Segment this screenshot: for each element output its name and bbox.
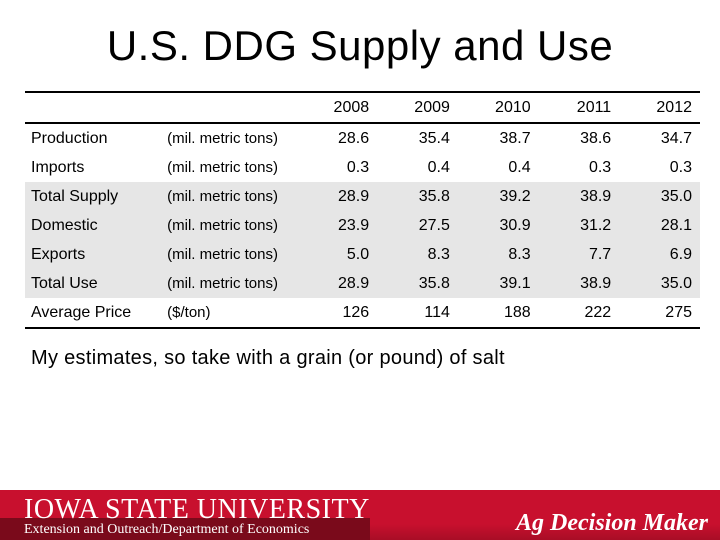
table-row: Imports (mil. metric tons) 0.3 0.4 0.4 0… <box>25 153 700 182</box>
table-row: Total Use (mil. metric tons) 28.9 35.8 3… <box>25 269 700 298</box>
year-header: 2010 <box>457 91 539 124</box>
row-label: Total Use <box>25 269 164 298</box>
table-row: Exports (mil. metric tons) 5.0 8.3 8.3 7… <box>25 240 700 269</box>
table-row: Total Supply (mil. metric tons) 28.9 35.… <box>25 182 700 211</box>
row-unit: (mil. metric tons) <box>167 159 278 176</box>
department-text: Extension and Outreach/Department of Eco… <box>24 522 310 537</box>
table-cell: 35.0 <box>619 182 700 211</box>
table-cell: 34.7 <box>660 129 692 147</box>
table-cell: 35.4 <box>418 129 450 147</box>
year-header: 2011 <box>538 91 620 124</box>
table-cell: 0.3 <box>669 158 692 176</box>
table-cell: 5.0 <box>296 240 378 269</box>
row-label: Production <box>31 129 108 147</box>
supply-use-table: 2008 2009 2010 2011 2012 Production (mil… <box>25 91 700 329</box>
table-cell: 275 <box>619 298 700 329</box>
table-cell: 27.5 <box>377 211 458 240</box>
year-header: 2009 <box>377 91 458 124</box>
table-cell: 0.4 <box>427 158 450 176</box>
table-cell: 0.3 <box>346 158 370 176</box>
table-cell: 114 <box>377 298 458 329</box>
table-cell: 23.9 <box>296 211 378 240</box>
table-cell: 28.6 <box>338 129 370 147</box>
table-cell: 28.1 <box>619 211 700 240</box>
table-cell: 35.8 <box>377 182 458 211</box>
footnote: My estimates, so take with a grain (or p… <box>31 347 505 369</box>
table-cell: 38.6 <box>580 129 612 147</box>
table-cell: 188 <box>457 298 539 329</box>
table-cell: 8.3 <box>377 240 458 269</box>
university-logo: Iowa State University <box>24 494 370 525</box>
table-cell: 39.1 <box>457 269 539 298</box>
department-band <box>0 518 370 540</box>
row-label: Imports <box>31 158 85 176</box>
row-unit: (mil. metric tons) <box>163 182 297 211</box>
table-cell: 7.7 <box>538 240 620 269</box>
table-cell: 6.9 <box>619 240 700 269</box>
table-cell: 28.9 <box>296 182 378 211</box>
table-cell: 38.7 <box>499 129 531 147</box>
row-unit: (mil. metric tons) <box>163 211 297 240</box>
table-row: Production (mil. metric tons) 28.6 35.4 … <box>25 123 700 153</box>
row-unit: (mil. metric tons) <box>163 240 297 269</box>
table-cell: 222 <box>538 298 620 329</box>
table-cell: 0.4 <box>508 158 531 176</box>
table-header-row: 2008 2009 2010 2011 2012 <box>25 91 700 124</box>
table-cell: 38.9 <box>538 182 620 211</box>
row-unit: (mil. metric tons) <box>163 269 297 298</box>
header-label-cell <box>25 91 164 124</box>
row-label: Exports <box>25 240 164 269</box>
row-label: Average Price <box>25 298 164 329</box>
table-cell: 38.9 <box>538 269 620 298</box>
table-cell: 30.9 <box>457 211 539 240</box>
brand-logo: Ag Decision Maker <box>516 510 708 536</box>
table-cell: 0.3 <box>588 158 612 176</box>
table-cell: 126 <box>296 298 378 329</box>
table-cell: 28.9 <box>296 269 378 298</box>
table-cell: 35.8 <box>377 269 458 298</box>
header-unit-cell <box>163 91 297 124</box>
table-row: Average Price ($/ton) 126 114 188 222 27… <box>25 298 700 329</box>
table-row: Domestic (mil. metric tons) 23.9 27.5 30… <box>25 211 700 240</box>
row-label: Total Supply <box>25 182 164 211</box>
table-cell: 35.0 <box>619 269 700 298</box>
slide-title: U.S. DDG Supply and Use <box>106 22 614 69</box>
table-cell: 8.3 <box>457 240 539 269</box>
year-header: 2012 <box>619 91 700 124</box>
table-cell: 39.2 <box>457 182 539 211</box>
table-cell: 31.2 <box>538 211 620 240</box>
row-unit: ($/ton) <box>163 298 297 329</box>
year-header: 2008 <box>296 91 378 124</box>
row-unit: (mil. metric tons) <box>167 130 278 147</box>
row-label: Domestic <box>25 211 164 240</box>
